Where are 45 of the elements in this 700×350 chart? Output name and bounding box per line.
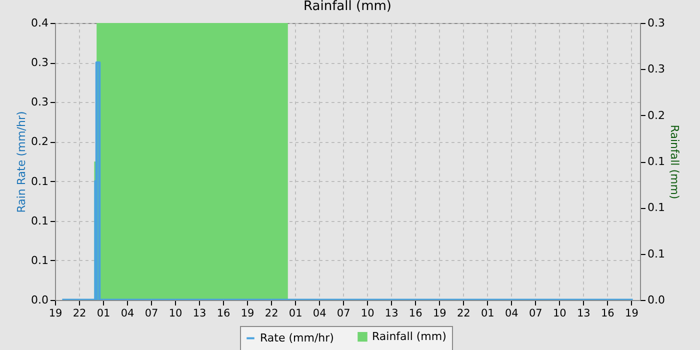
x-tick-label: 04 (504, 308, 519, 320)
x-tick-label: 22 (264, 308, 278, 320)
y-tick-label: 0.3 (31, 56, 48, 70)
y-tick-label: 0.3 (31, 96, 48, 109)
y-tick-label: 0.1 (31, 214, 48, 228)
x-tick-label: 13 (192, 308, 206, 320)
x-tick-label: 19 (48, 308, 62, 320)
y-tick-label: 0.1 (31, 174, 48, 188)
x-tick-label: 07 (144, 308, 158, 320)
y2-tick-label: 0.3 (648, 62, 665, 76)
x-tick-label: 07 (336, 308, 350, 320)
x-tick-label: 01 (288, 308, 302, 320)
x-tick-label: 13 (384, 308, 398, 320)
legend-label: Rate (mm/hr) (260, 331, 334, 344)
y2-tick-label: 0.1 (648, 247, 665, 260)
x-tick-label: 22 (456, 308, 470, 320)
x-tick-label: 10 (552, 308, 566, 320)
y2-axis-title: Rainfall (mm) (668, 124, 681, 200)
y-axis-title: Rain Rate (mm/hr) (15, 111, 28, 213)
x-tick-label: 04 (312, 308, 327, 320)
x-tick-label: 19 (432, 308, 446, 320)
x-tick-label: 16 (601, 308, 615, 320)
y-tick-label: 0.2 (31, 135, 48, 148)
x-tick-label: 01 (480, 308, 494, 320)
y2-tick-label: 0.1 (648, 201, 665, 214)
y2-tick-label: 0.0 (648, 294, 665, 306)
x-tick-label: 04 (120, 308, 135, 320)
x-tick-label: 10 (360, 308, 374, 320)
x-tick-label: 01 (96, 308, 110, 320)
x-tick-label: 13 (576, 308, 590, 320)
x-tick-label: 07 (528, 308, 542, 320)
y2-tick-label: 0.2 (648, 108, 665, 122)
chart-title: Rainfall (mm) (304, 0, 392, 14)
x-tick-label: 16 (216, 308, 231, 320)
x-tick-label: 16 (408, 308, 423, 320)
y-tick-label: 0.0 (31, 294, 48, 306)
y-tick-label: 0.4 (31, 16, 48, 30)
x-tick-label: 19 (240, 308, 254, 320)
legend-label: Rainfall (mm) (372, 330, 446, 343)
y2-tick-label: 0.3 (648, 16, 665, 30)
x-tick-label: 22 (72, 308, 86, 320)
y2-tick-label: 0.1 (648, 155, 665, 168)
x-tick-label: 19 (625, 308, 638, 320)
y-tick-label: 0.1 (31, 254, 48, 267)
x-tick-label: 10 (168, 308, 182, 320)
